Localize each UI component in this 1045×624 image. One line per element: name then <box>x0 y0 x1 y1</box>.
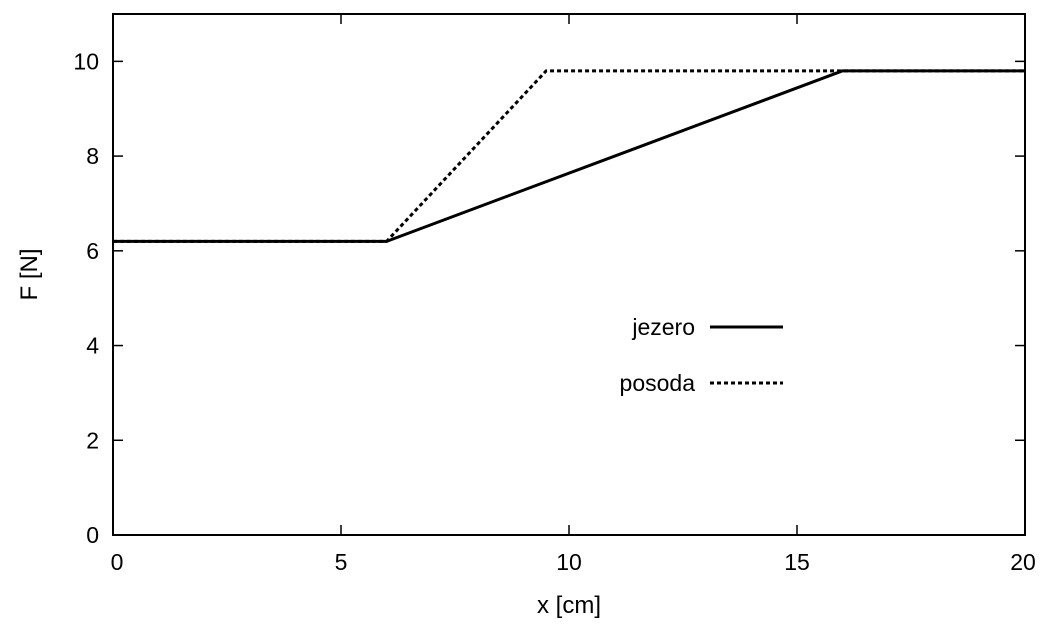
series-line-posoda <box>113 69 1025 243</box>
y-tick-label: 8 <box>86 143 99 169</box>
x-tick-label: 5 <box>335 549 348 575</box>
y-tick-label: 2 <box>86 427 99 453</box>
legend-label-posoda: posoda <box>620 370 696 396</box>
series-line-jezero <box>113 69 1025 243</box>
x-tick-label: 10 <box>556 549 582 575</box>
x-axis-label: x [cm] <box>537 592 601 619</box>
plot-frame <box>112 13 1026 536</box>
y-tick-label: 10 <box>73 48 99 74</box>
series-group <box>113 69 1025 243</box>
legend-label-jezero: jezero <box>631 314 695 340</box>
axes: 0 5 10 15 20 0 2 4 6 8 10 <box>73 13 1036 575</box>
legend: jezero posoda <box>620 314 783 396</box>
x-tick-label: 20 <box>1010 549 1036 575</box>
x-tick-label: 0 <box>111 549 124 575</box>
y-tick-label: 0 <box>86 522 99 548</box>
y-axis-label: F [N] <box>16 249 43 301</box>
y-tick-label: 4 <box>86 333 99 359</box>
y-tick-label: 6 <box>86 238 99 264</box>
x-tick-label: 15 <box>784 549 810 575</box>
